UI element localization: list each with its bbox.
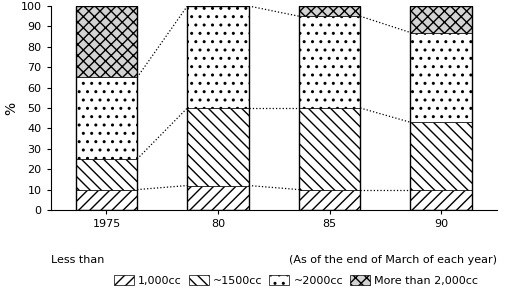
Bar xyxy=(299,16,360,108)
Bar xyxy=(76,190,137,210)
Bar xyxy=(188,108,248,185)
Bar xyxy=(188,185,248,210)
Bar xyxy=(411,32,472,122)
Bar xyxy=(411,6,472,210)
Bar xyxy=(411,190,472,210)
Text: Less than: Less than xyxy=(51,255,104,265)
Bar xyxy=(76,6,137,77)
Bar xyxy=(411,122,472,190)
Bar xyxy=(299,6,360,16)
Bar xyxy=(76,159,137,190)
Bar xyxy=(76,6,137,210)
Bar xyxy=(188,6,248,108)
Bar xyxy=(76,77,137,159)
Bar xyxy=(299,190,360,210)
Text: (As of the end of March of each year): (As of the end of March of each year) xyxy=(289,255,497,265)
Legend: 1,000cc, ~1500cc, ~2000cc, More than 2,000cc: 1,000cc, ~1500cc, ~2000cc, More than 2,0… xyxy=(110,271,483,290)
Y-axis label: %: % xyxy=(4,101,18,115)
Bar xyxy=(411,6,472,32)
Bar xyxy=(299,6,360,210)
Bar xyxy=(299,108,360,190)
Bar xyxy=(188,6,248,210)
